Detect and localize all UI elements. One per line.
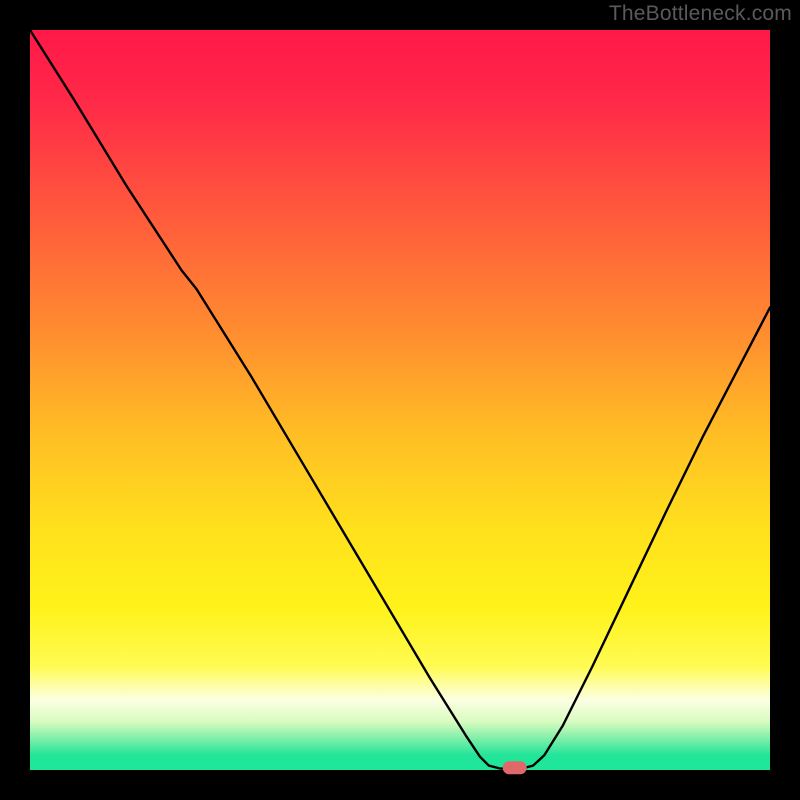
chart-container: TheBottleneck.com (0, 0, 800, 800)
plot-background (30, 30, 770, 770)
watermark-text: TheBottleneck.com (609, 2, 792, 26)
bottleneck-chart (0, 0, 800, 800)
optimal-marker (503, 761, 527, 774)
